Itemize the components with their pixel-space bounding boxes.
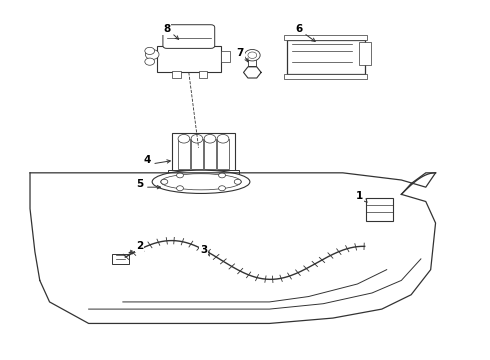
Circle shape [178,134,190,143]
Circle shape [146,49,159,59]
Bar [284,74,367,79]
Circle shape [176,186,183,191]
Bar [248,58,256,66]
Bar [172,71,180,78]
Text: 1: 1 [356,191,364,201]
Circle shape [204,134,216,143]
Text: 4: 4 [144,155,151,165]
Ellipse shape [161,174,242,190]
Circle shape [176,173,183,178]
Bar [172,134,235,173]
Bar [359,42,371,65]
Text: 8: 8 [163,24,171,35]
Circle shape [217,134,229,143]
Circle shape [219,173,225,178]
Text: 6: 6 [295,24,302,35]
FancyBboxPatch shape [163,25,215,48]
Circle shape [145,47,155,54]
Bar [284,35,367,40]
Ellipse shape [152,170,250,193]
Bar [220,51,230,62]
Bar [198,71,207,78]
Circle shape [248,52,257,58]
Bar [157,45,220,72]
Bar [287,40,365,74]
Text: 7: 7 [237,48,244,58]
Bar [366,198,393,221]
Text: 3: 3 [200,245,207,255]
Circle shape [245,49,260,61]
Bar [177,139,190,169]
Circle shape [219,186,225,191]
Bar [191,139,203,169]
Bar [217,139,229,169]
Circle shape [145,58,155,65]
Circle shape [191,134,203,143]
Bar [168,170,239,176]
Text: 2: 2 [136,241,144,251]
Circle shape [161,179,168,184]
Circle shape [234,179,241,184]
Bar [112,253,129,264]
Text: 5: 5 [136,179,144,189]
Bar [204,139,216,169]
